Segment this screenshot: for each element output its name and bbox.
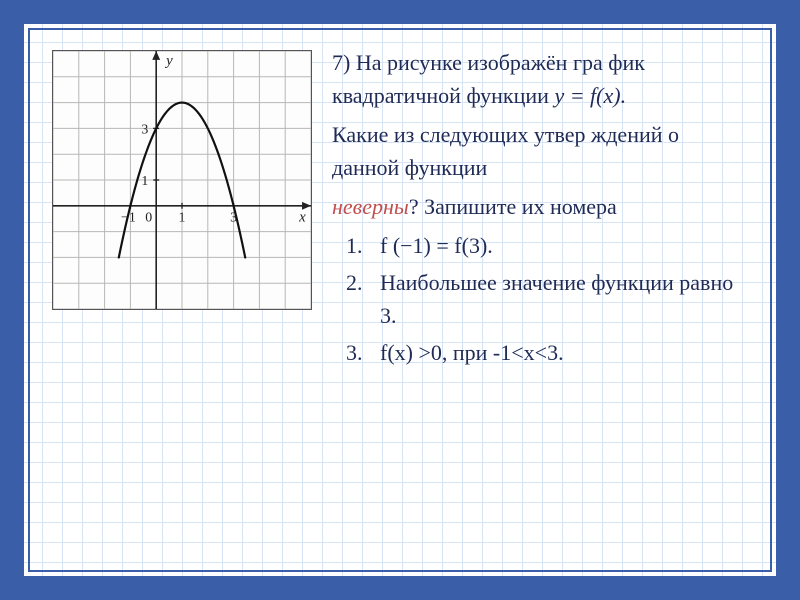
svg-text:0: 0 bbox=[145, 211, 152, 226]
svg-text:3: 3 bbox=[141, 122, 148, 137]
list-item: f(x) >0, при -1<x<3. bbox=[368, 336, 748, 369]
slide-inner-frame: yx−101313 7) На рисунке изображён гра фи… bbox=[18, 18, 782, 582]
emphasis-word: неверны bbox=[332, 194, 409, 219]
list-item: Наибольшее значение функции равно 3. bbox=[368, 266, 748, 332]
graph-panel: yx−101313 bbox=[52, 50, 312, 310]
svg-text:1: 1 bbox=[179, 211, 186, 226]
question-rest: ? Запишите их номера bbox=[409, 194, 617, 219]
task-content: 7) На рисунке изображён гра фик квадрати… bbox=[332, 46, 748, 554]
list-item: f (−1) = f(3). bbox=[368, 229, 748, 262]
task-number: 7) bbox=[332, 50, 350, 75]
task-paragraph-1: 7) На рисунке изображён гра фик квадрати… bbox=[332, 46, 748, 112]
option-text: Наибольшее значение функции равно 3. bbox=[380, 270, 733, 328]
function-graph: yx−101313 bbox=[53, 51, 311, 309]
option-text: f(x) >0, при -1<x<3. bbox=[380, 340, 564, 365]
svg-text:y: y bbox=[164, 53, 173, 69]
option-text: f (−1) = f(3). bbox=[380, 233, 493, 258]
task-paragraph-2: Какие из следующих утвер ждений о данной… bbox=[332, 118, 748, 184]
svg-text:x: x bbox=[298, 210, 306, 226]
task-formula: y = f(x). bbox=[554, 83, 626, 108]
task-line-2: Какие из следующих утвер ждений о данной… bbox=[332, 122, 679, 180]
task-question: неверны? Запишите их номера bbox=[332, 190, 748, 223]
svg-text:1: 1 bbox=[141, 174, 148, 189]
slide-outer-frame: yx−101313 7) На рисунке изображён гра фи… bbox=[0, 0, 800, 600]
options-list: f (−1) = f(3). Наибольшее значение функц… bbox=[332, 229, 748, 369]
